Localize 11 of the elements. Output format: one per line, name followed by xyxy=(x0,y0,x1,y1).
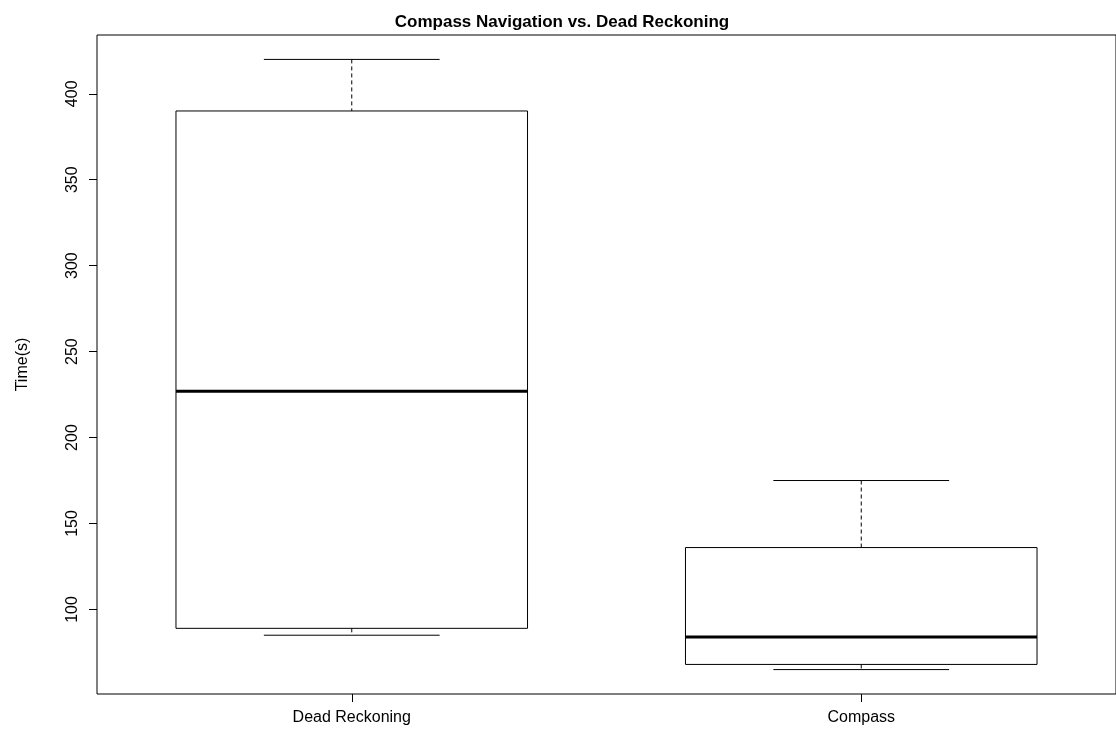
y-tick-label: 100 xyxy=(62,595,80,623)
y-tick-label: 350 xyxy=(62,166,80,194)
y-axis-title: Time(s) xyxy=(12,337,30,392)
y-tick-label: 200 xyxy=(62,424,80,451)
y-tick-label: 150 xyxy=(62,510,80,537)
x-tick-label: Dead Reckoning xyxy=(292,707,411,725)
y-tick-label: 300 xyxy=(62,252,80,280)
y-tick-label: 250 xyxy=(62,338,80,365)
y-tick-label: 400 xyxy=(62,80,80,108)
chart-title: Compass Navigation vs. Dead Reckoning xyxy=(394,12,730,31)
x-tick-label: Compass xyxy=(827,707,896,725)
